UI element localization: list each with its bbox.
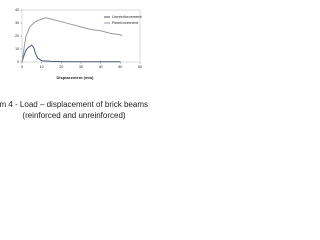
x-tick-label: 40 [99, 65, 103, 69]
x-tick-label: 10 [40, 65, 44, 69]
y-tick-label: 10 [15, 47, 19, 51]
caption: (reinforced and unreinforced) [22, 111, 126, 120]
y-tick-label: 20 [15, 34, 19, 38]
y-tick-label: 30 [15, 21, 19, 25]
x-tick-label: 0 [21, 65, 23, 69]
y-tick-label: 0 [17, 60, 19, 64]
x-tick-label: 20 [59, 65, 63, 69]
caption: Diagram 4 - Load – displacement of brick… [0, 100, 148, 109]
series-line [21, 44, 121, 63]
page: {"chart_data": {"type": "line", "xlabel"… [0, 0, 150, 150]
chart: Displacement (mm) Diagram 4 - Load – dis… [0, 8, 148, 120]
x-tick-label: 30 [79, 65, 83, 69]
x-tick-label: 50 [118, 65, 122, 69]
series-line [21, 17, 123, 63]
y-tick-label: 40 [15, 8, 19, 12]
legend-label: Reinforcement [112, 20, 139, 25]
legend-label: Unreinforcement [112, 14, 142, 19]
x-axis-label: Displacement (mm) [57, 75, 95, 80]
x-tick-label: 60 [138, 65, 142, 69]
